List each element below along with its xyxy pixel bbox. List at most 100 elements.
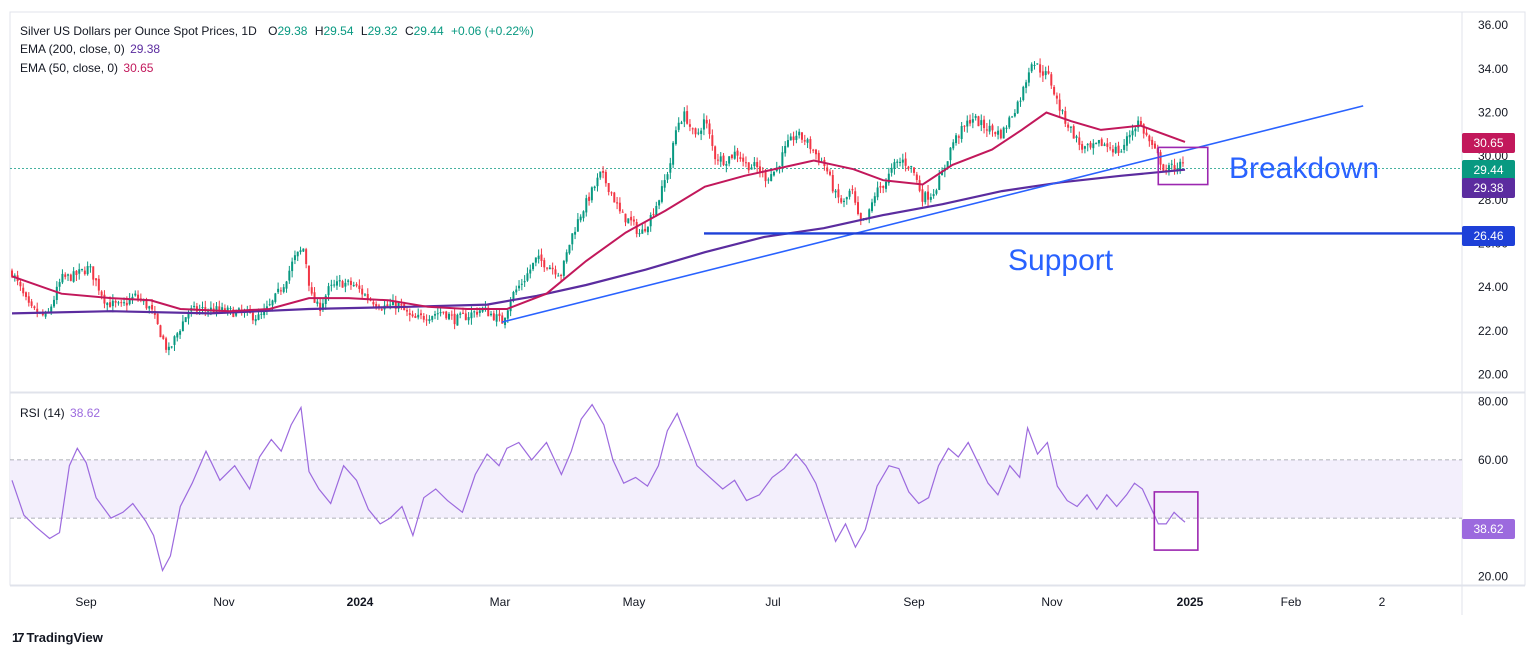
candle-body [181, 321, 184, 332]
candle-body [1139, 121, 1142, 125]
candle-body [652, 213, 655, 216]
candle-body [1162, 164, 1165, 171]
candle-body [285, 281, 288, 289]
candle-body [716, 159, 719, 161]
tradingview-brand[interactable]: 17 TradingView [12, 630, 103, 645]
candle-body [30, 301, 33, 306]
candle-body [193, 305, 196, 308]
breakdown-box[interactable] [1157, 146, 1209, 186]
candle-body [123, 302, 126, 304]
candle-body [691, 128, 694, 130]
candle-body [1176, 168, 1179, 170]
candle-body [1041, 71, 1044, 76]
ema50-legend[interactable]: EMA (50, close, 0) 30.65 [20, 61, 153, 75]
candle-body [809, 139, 812, 150]
candle-body [349, 280, 352, 285]
candle-body [955, 135, 958, 144]
candle-body [391, 300, 394, 306]
candle-body [848, 190, 851, 197]
candle-body [327, 286, 330, 296]
high-label: H [314, 24, 324, 38]
trendline[interactable] [501, 105, 1364, 323]
candle-body [795, 135, 798, 140]
candle-body [910, 165, 913, 168]
candle-body [672, 142, 675, 165]
candle-body [333, 284, 336, 286]
candle-body [840, 198, 843, 203]
candle-body [229, 308, 232, 310]
candle-body [596, 177, 599, 187]
candle-body [142, 300, 145, 302]
rsi-box[interactable] [1153, 491, 1199, 551]
candle-body [282, 287, 285, 292]
candle-body [655, 205, 658, 217]
candle-body [386, 304, 389, 307]
candle-body [75, 270, 78, 275]
candle-body [543, 260, 546, 268]
candle-body [411, 314, 414, 317]
candle-body [226, 307, 229, 312]
ema200-legend[interactable]: EMA (200, close, 0) 29.38 [20, 42, 160, 56]
candle-body [1050, 74, 1053, 86]
candle-body [899, 161, 902, 163]
candle-body [885, 181, 888, 189]
candle-body [1075, 136, 1078, 138]
candle-body [988, 125, 991, 132]
candle-body [1125, 136, 1128, 146]
candle-body [686, 111, 689, 124]
candle-body [999, 129, 1002, 139]
candle-body [991, 125, 994, 131]
candle-body [929, 197, 932, 200]
candle-body [1058, 99, 1061, 111]
candle-body [753, 162, 756, 167]
candle-body [13, 275, 16, 277]
candle-body [1142, 124, 1145, 134]
candle-body [747, 162, 750, 171]
candle-body [450, 314, 453, 316]
candle-body [1083, 146, 1086, 149]
candle-body [397, 302, 400, 309]
candle-body [442, 311, 445, 313]
candle-body [974, 116, 977, 118]
candle-body [501, 315, 504, 324]
candle-body [1064, 111, 1067, 124]
candle-body [624, 213, 627, 223]
candle-body [977, 116, 980, 127]
candle-body [279, 290, 282, 292]
rsi-band [10, 459, 1462, 519]
candle-body [742, 157, 745, 162]
rsi-legend[interactable]: RSI (14) 38.62 [20, 406, 100, 420]
candle-body [814, 149, 817, 155]
candle-body [523, 281, 526, 283]
candle-body [344, 282, 347, 287]
candle-body [683, 111, 686, 122]
candle-body [613, 192, 616, 203]
candle-body [1151, 139, 1154, 145]
candle-body [554, 269, 557, 275]
candle-body [616, 202, 619, 204]
candle-body [487, 307, 490, 317]
candle-body [456, 314, 459, 326]
candle-body [826, 167, 829, 172]
candle-body [55, 286, 58, 301]
time-tick-label: 2 [1379, 595, 1386, 609]
candle-body [551, 267, 554, 270]
candle-body [630, 216, 633, 221]
candle-body [882, 185, 885, 188]
candle-body [1167, 165, 1170, 171]
candle-body [845, 197, 848, 200]
candle-body [1120, 151, 1123, 153]
time-tick-label: Sep [903, 595, 925, 609]
candle-body [117, 302, 120, 304]
price-tick-label: 34.00 [1478, 62, 1508, 76]
candle-body [179, 330, 182, 335]
candle-body [464, 313, 467, 320]
candle-body [1170, 163, 1173, 165]
candle-body [128, 299, 131, 305]
candle-body [725, 164, 728, 166]
candle-body [366, 293, 369, 300]
price-tick-label: 20.00 [1478, 368, 1508, 382]
candle-body [915, 174, 918, 180]
candle-body [901, 159, 904, 163]
candle-body [293, 255, 296, 261]
